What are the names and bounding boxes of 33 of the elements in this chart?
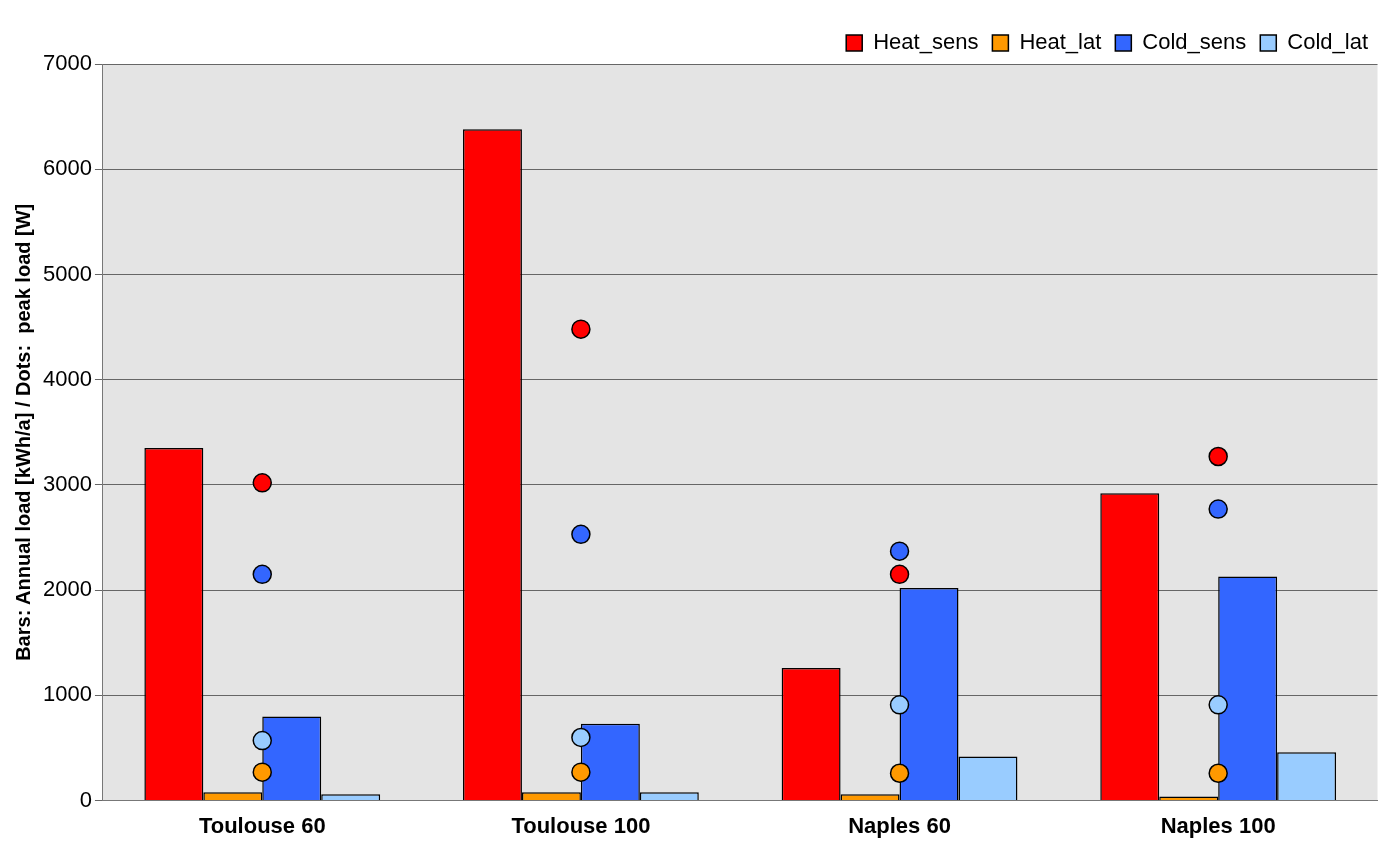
point <box>571 762 591 782</box>
point <box>889 541 910 561</box>
x-tick-label: Toulouse 100 <box>511 812 651 838</box>
y-tick-label: 6000 <box>42 155 92 181</box>
point <box>889 564 910 585</box>
point <box>252 762 273 782</box>
point <box>252 730 273 751</box>
x-tick-label: Toulouse 60 <box>198 812 326 838</box>
x-tick-label: Naples 60 <box>848 812 951 838</box>
point <box>571 524 591 545</box>
point <box>252 564 273 585</box>
y-tick-label: 2000 <box>42 576 92 602</box>
point <box>1208 763 1228 783</box>
point <box>1208 446 1228 467</box>
point <box>889 763 910 783</box>
point <box>571 727 591 748</box>
y-tick-label: 0 <box>79 786 92 812</box>
y-tick-label: 3000 <box>42 470 92 496</box>
point <box>252 473 273 493</box>
point <box>889 695 910 715</box>
point <box>1208 499 1228 519</box>
y-tick-label: 4000 <box>42 365 92 391</box>
legend-label: Heat_sens <box>873 29 979 55</box>
point <box>571 319 591 339</box>
y-axis-title: Bars: Annual load [kWh/a] / Dots: peak load [W] <box>11 203 34 661</box>
y-tick-label: 1000 <box>42 681 92 707</box>
y-tick-label: 7000 <box>42 50 92 76</box>
y-tick-label: 5000 <box>42 260 92 286</box>
legend-label: Cold_lat <box>1287 29 1368 55</box>
legend-label: Cold_sens <box>1142 29 1247 55</box>
x-tick-label: Naples 100 <box>1160 812 1276 838</box>
legend-label: Heat_lat <box>1019 29 1102 55</box>
point <box>1208 695 1228 715</box>
